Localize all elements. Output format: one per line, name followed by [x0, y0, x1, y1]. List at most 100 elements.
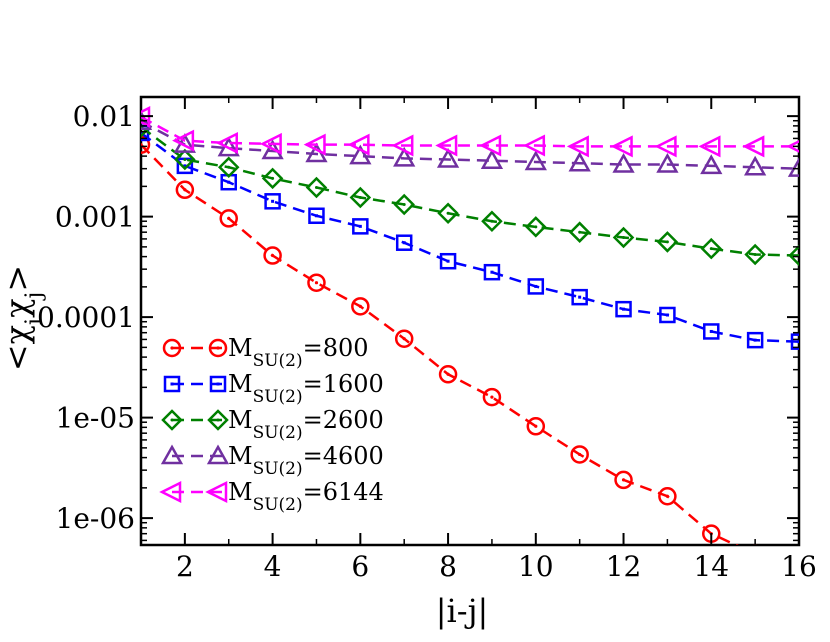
- data-point: [347, 133, 370, 156]
- legend-item: MSU(2)=800: [162, 334, 369, 371]
- data-point: [743, 155, 767, 176]
- data-point-dot: [578, 230, 582, 234]
- data-point-group: [742, 135, 765, 158]
- legend-marker-group: [161, 409, 183, 431]
- data-point: [259, 132, 282, 155]
- data-point: [744, 243, 766, 266]
- data-point: [174, 148, 196, 171]
- data-point-group: [568, 221, 591, 243]
- data-point-group: [610, 135, 633, 158]
- data-point-dot: [402, 203, 406, 207]
- legend-marker-group: [159, 480, 182, 504]
- data-point-group: [612, 226, 635, 249]
- data-point-group: [700, 237, 723, 260]
- data-point: [742, 135, 765, 158]
- legend-label: MSU(2)=2600: [228, 406, 384, 443]
- series-line: [141, 120, 799, 170]
- legend-label: MSU(2)=1600: [228, 370, 384, 407]
- legend-marker-group: [206, 444, 230, 465]
- data-point-group: [261, 167, 284, 190]
- data-point-dot: [314, 214, 318, 218]
- data-point-group: [479, 134, 502, 157]
- data-point: [305, 176, 328, 199]
- data-point-group: [703, 323, 720, 340]
- legend-marker-dot: [170, 346, 174, 350]
- data-point-group: [523, 134, 546, 157]
- data-point-dot: [141, 143, 143, 147]
- legend-marker-group: [205, 480, 228, 504]
- data-point-group: [566, 135, 589, 158]
- legend-marker-dot: [216, 346, 220, 350]
- data-point: [439, 252, 457, 270]
- y-tick-label: 0.001: [55, 201, 135, 234]
- legend-item: MSU(2)=6144: [159, 478, 384, 515]
- data-point-group: [659, 306, 676, 324]
- legend-marker-dot: [170, 418, 174, 422]
- data-point-group: [303, 133, 326, 156]
- data-point-dot: [227, 216, 231, 221]
- data-point: [393, 193, 415, 216]
- data-point: [527, 278, 545, 295]
- series-1600: [141, 124, 799, 350]
- data-point-dot: [754, 552, 757, 555]
- data-point-dot: [446, 211, 450, 215]
- y-axis-label: <χiχj>: [0, 265, 47, 371]
- data-point: [615, 300, 632, 318]
- data-point: [614, 470, 633, 490]
- legend-marker: [162, 338, 182, 358]
- data-point-group: [259, 132, 282, 155]
- legend-item: MSU(2)=4600: [160, 442, 384, 479]
- data-point-dot: [271, 199, 275, 203]
- data-point-dot: [183, 164, 187, 168]
- data-point: [352, 218, 369, 235]
- data-point-group: [524, 150, 547, 171]
- legend-marker: [163, 375, 181, 393]
- data-point-group: [482, 387, 502, 407]
- x-tick-label: 2: [176, 550, 194, 583]
- data-point: [698, 135, 721, 158]
- x-tick-label: 12: [606, 550, 642, 583]
- data-point-group: [438, 365, 458, 384]
- data-point-group: [263, 246, 282, 265]
- data-point-group: [615, 300, 632, 318]
- data-point-group: [174, 148, 196, 171]
- data-point-group: [308, 207, 325, 225]
- data-point-group: [526, 417, 546, 436]
- data-point: [700, 237, 723, 260]
- series-line: [141, 143, 739, 545]
- data-point: [523, 134, 546, 157]
- data-point-group: [307, 273, 326, 292]
- data-point: [788, 244, 799, 267]
- data-point-dot: [358, 304, 362, 308]
- data-point: [786, 139, 799, 153]
- data-point-dot: [314, 281, 319, 285]
- data-point-dot: [314, 185, 318, 189]
- data-point-dot: [709, 329, 713, 333]
- data-point: [570, 445, 589, 464]
- data-point-group: [480, 149, 504, 169]
- x-tick-label: 16: [781, 550, 817, 583]
- data-point-group: [786, 139, 799, 153]
- data-point: [746, 331, 764, 349]
- series-layer: [141, 105, 799, 555]
- data-point-dot: [358, 224, 362, 228]
- data-point-group: [790, 333, 799, 350]
- legend: MSU(2)=800MSU(2)=1600MSU(2)=2600MSU(2)=4…: [159, 334, 384, 515]
- data-point: [307, 273, 326, 292]
- legend-marker: [207, 409, 229, 431]
- data-point-dot: [227, 180, 231, 184]
- data-point-dot: [753, 338, 757, 342]
- data-point-group: [656, 231, 679, 253]
- data-point-dot: [227, 165, 231, 169]
- data-point-group: [483, 263, 501, 281]
- x-tick-label: 4: [264, 550, 282, 583]
- data-point-dot: [578, 452, 582, 457]
- data-point-dot: [446, 372, 450, 376]
- data-point: [393, 146, 416, 167]
- series-line: [141, 115, 799, 148]
- data-point: [215, 131, 238, 155]
- data-point-group: [481, 210, 503, 232]
- data-point: [349, 144, 372, 165]
